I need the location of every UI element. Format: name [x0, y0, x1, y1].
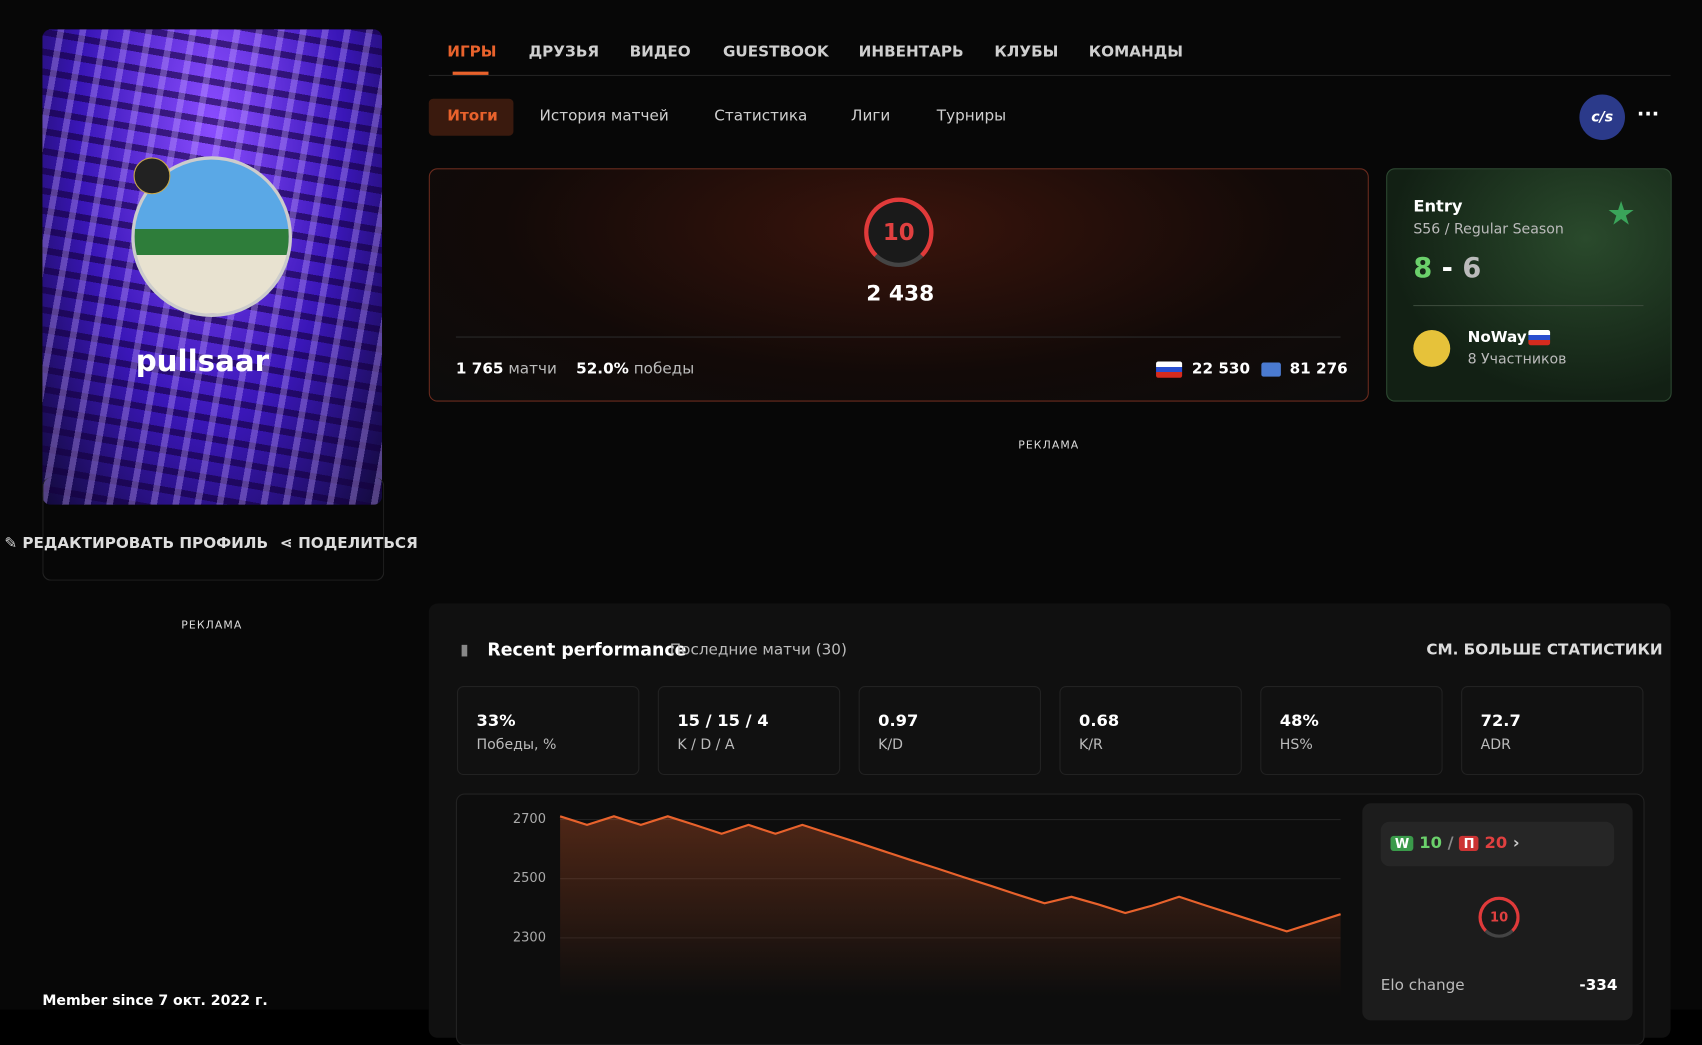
stat-card: 15 / 15 / 4 K / D / A [657, 686, 841, 776]
performance-title: Recent performance [487, 639, 687, 660]
stat-value: 0.68 [1078, 711, 1120, 731]
stat-label: ADR [1480, 737, 1511, 754]
share-label: ПОДЕЛИТЬСЯ [298, 535, 418, 553]
more-stats-link[interactable]: СМ. БОЛЬШЕ СТАТИСТИКИ [1426, 641, 1663, 659]
edit-label: РЕДАКТИРОВАТЬ ПРОФИЛЬ [22, 535, 269, 553]
elo: 2 438 [866, 280, 935, 307]
league-wins: 8 [1413, 251, 1433, 284]
main-tab[interactable]: ИНВЕНТАРЬ [858, 43, 964, 61]
sub-tab[interactable]: Итоги [447, 107, 498, 125]
stat-value: 0.97 [878, 711, 919, 731]
record-slash: / [1447, 832, 1454, 853]
screen: pullsaar ✎ РЕДАКТИРОВАТЬ ПРОФИЛЬ ⋖ ПОДЕЛ… [4, 29, 1672, 1045]
area [560, 816, 1341, 998]
stat-value: 48% [1279, 711, 1319, 731]
region-rank: 81 276 [1289, 360, 1348, 378]
win-badge: W [1390, 835, 1414, 852]
matches-row: 1 765 матчи 52.0% победы [456, 360, 694, 377]
level: 10 [1490, 909, 1509, 925]
loss-badge: П [1459, 835, 1479, 852]
stat-label: Победы, % [476, 737, 557, 754]
stat-card: 72.7 ADR [1461, 686, 1644, 776]
stat-card: 0.68 K/R [1059, 686, 1242, 776]
main-tab[interactable]: КЛУБЫ [994, 43, 1059, 61]
sub-tab[interactable]: История матчей [539, 107, 669, 125]
league-losses: 6 [1462, 251, 1482, 284]
performance-subtitle: Последние матчи (30) [669, 641, 847, 659]
main-tab[interactable]: GUESTBOOK [722, 43, 829, 61]
stat-label: K / D / A [677, 737, 735, 754]
stat-value: 72.7 [1480, 711, 1521, 731]
elo-change-label: Elo change [1380, 976, 1465, 995]
winrate-label: победы [633, 360, 695, 378]
winrate: 52.0% [576, 360, 629, 378]
flag-ru [1528, 329, 1551, 346]
divider [455, 336, 1341, 338]
sub-tab[interactable]: Лиги [851, 107, 891, 125]
record-wins: 10 [1419, 832, 1442, 853]
username: pullsaar [135, 345, 270, 379]
y-tick-label: 2700 [513, 812, 546, 827]
elo-chart: 2300 2500 2700 [513, 812, 1341, 998]
sub-tab[interactable]: Статистика [714, 107, 808, 125]
level-badge: 10 [864, 197, 934, 268]
avatar-badge [133, 157, 171, 195]
main-tab[interactable]: ДРУЗЬЯ [528, 43, 600, 61]
ad-label: РЕКЛАМА [181, 619, 243, 632]
level: 10 [882, 219, 915, 246]
ad-label: РЕКЛАМА [1018, 439, 1080, 452]
elo-change: -334 [1579, 976, 1618, 995]
more-menu[interactable]: ··· [1636, 103, 1660, 126]
league-icon: ★ [1606, 195, 1636, 234]
divider [1413, 305, 1644, 307]
stat-card: 0.97 K/D [858, 686, 1041, 776]
stat-label: HS% [1279, 737, 1313, 754]
league-record: 8 - 6 [1413, 252, 1481, 283]
stat-card: 48% HS% [1260, 686, 1443, 776]
active-subtab-bg [428, 98, 514, 136]
share-button[interactable]: ⋖ ПОДЕЛИТЬСЯ [280, 535, 418, 553]
record-losses: 20 [1484, 832, 1508, 853]
profile-footer [42, 477, 385, 581]
tabs-divider [428, 74, 1671, 76]
chart-icon: ▮ [460, 641, 469, 659]
stat-label: K/D [878, 737, 904, 754]
league-separator: - [1441, 251, 1453, 284]
sub-tab[interactable]: Турниры [936, 107, 1007, 125]
team-logo [1413, 329, 1451, 367]
line [559, 815, 1341, 933]
matches: 1 765 [455, 360, 504, 378]
page: pullsaar ✎ РЕДАКТИРОВАТЬ ПРОФИЛЬ ⋖ ПОДЕЛ… [4, 29, 1672, 1045]
region-icon [1261, 362, 1281, 377]
edit-profile-button[interactable]: ✎ РЕДАКТИРОВАТЬ ПРОФИЛЬ [4, 535, 269, 553]
league-title: Entry [1413, 196, 1463, 217]
record: W 10 / П 20 › [1390, 832, 1520, 853]
stat-label: K/R [1078, 737, 1103, 754]
active-tab-indicator [452, 71, 489, 75]
matches-label: матчи [508, 360, 557, 378]
game-icon[interactable]: c/s [1579, 94, 1625, 141]
record-box[interactable] [1380, 821, 1615, 867]
main-tab[interactable]: ВИДЕО [629, 43, 691, 61]
country-rank: 22 530 [1191, 360, 1251, 378]
stat-value: 33% [476, 711, 516, 731]
main-tab[interactable]: КОМАНДЫ [1088, 43, 1183, 61]
league-subtitle: S56 / Regular Season [1413, 221, 1564, 238]
level-badge: 10 [1478, 896, 1520, 938]
team-members: 8 Участников [1467, 351, 1567, 368]
y-tick-label: 2500 [513, 871, 546, 886]
stat-card: 33% Победы, % [456, 686, 640, 776]
member-since: Member since 7 окт. 2022 г. [42, 993, 268, 1010]
y-tick-label: 2300 [513, 930, 546, 945]
stat-value: 15 / 15 / 4 [677, 711, 769, 731]
team-name: NoWay [1467, 328, 1527, 347]
main-tab[interactable]: ИГРЫ [447, 43, 497, 61]
chevron: › [1512, 832, 1520, 853]
flag-ru [1156, 361, 1183, 378]
